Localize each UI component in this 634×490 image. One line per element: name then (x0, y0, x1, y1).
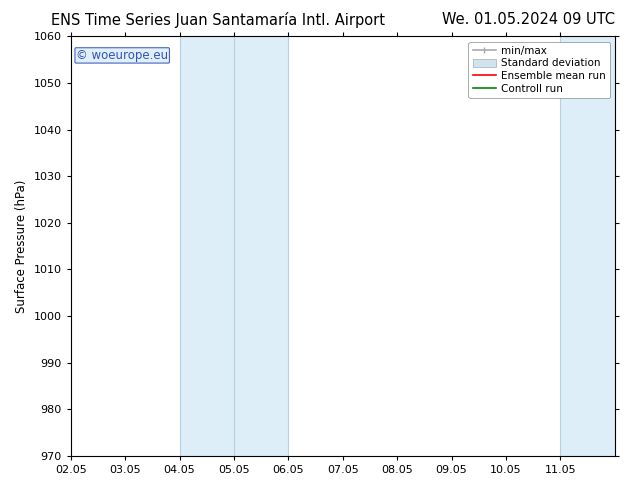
Legend: min/max, Standard deviation, Ensemble mean run, Controll run: min/max, Standard deviation, Ensemble me… (469, 42, 610, 98)
Bar (234, 36, 288, 456)
Text: ENS Time Series Juan Santamaría Intl. Airport: ENS Time Series Juan Santamaría Intl. Ai… (51, 12, 385, 28)
Y-axis label: Surface Pressure (hPa): Surface Pressure (hPa) (15, 179, 28, 313)
Text: © woeurope.eu: © woeurope.eu (76, 49, 168, 62)
Text: We. 01.05.2024 09 UTC: We. 01.05.2024 09 UTC (442, 12, 615, 27)
Bar (560, 36, 615, 456)
Bar (179, 36, 234, 456)
